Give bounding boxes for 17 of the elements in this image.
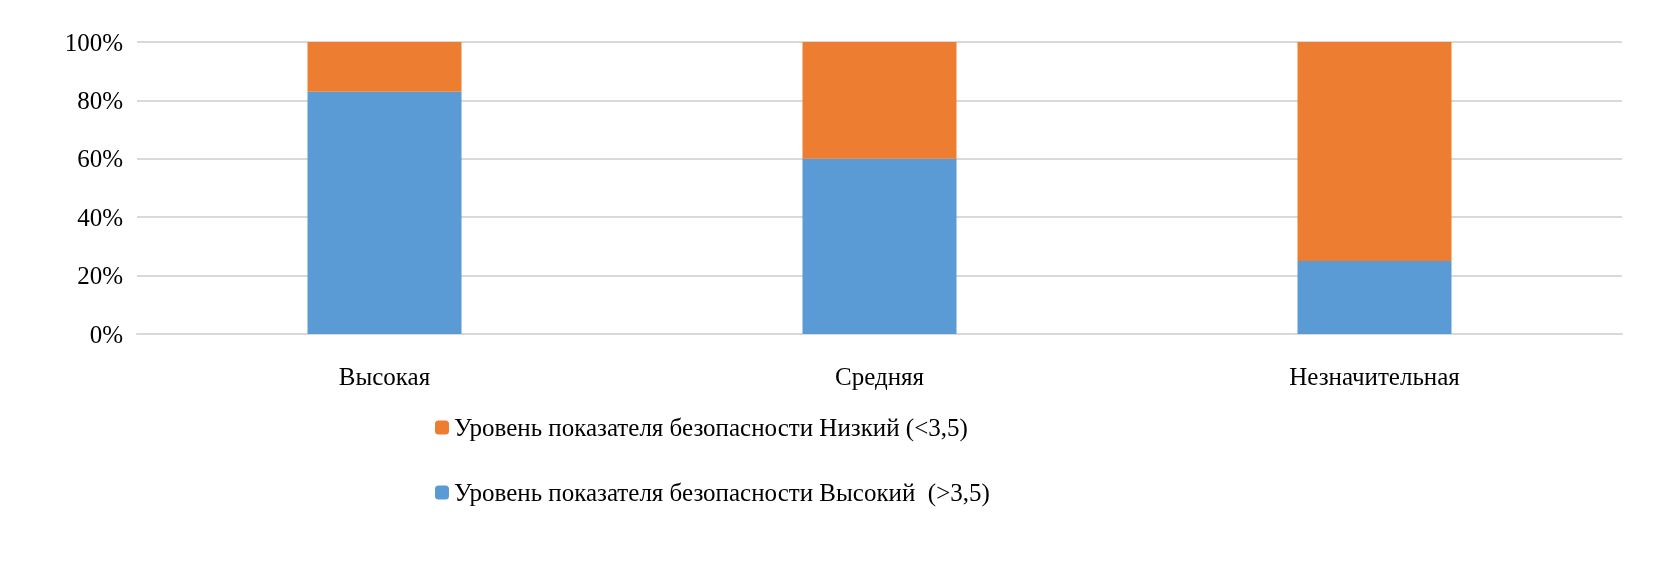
bar bbox=[802, 42, 957, 159]
bar bbox=[1297, 261, 1452, 334]
y-tick-label: 0% bbox=[89, 320, 123, 348]
y-tick-label: 100% bbox=[64, 28, 123, 56]
bar bbox=[1297, 42, 1452, 261]
x-tick-label: Незначительная bbox=[1289, 363, 1461, 390]
legend-label: Уровень показателя безопасности Низкий (<3,5) bbox=[454, 414, 968, 442]
x-tick-label: Средняя bbox=[834, 363, 925, 390]
bar bbox=[802, 158, 957, 334]
bar bbox=[307, 42, 462, 92]
legend-label: Уровень показателя безопасности Высокий (>3,5) bbox=[454, 479, 990, 507]
y-tick-label: 20% bbox=[77, 262, 123, 290]
y-tick-label: 60% bbox=[77, 145, 123, 173]
y-tick-label: 40% bbox=[77, 203, 123, 231]
bar bbox=[307, 91, 462, 334]
x-tick-label: Высокая bbox=[338, 363, 431, 390]
y-tick-label: 80% bbox=[77, 86, 123, 114]
